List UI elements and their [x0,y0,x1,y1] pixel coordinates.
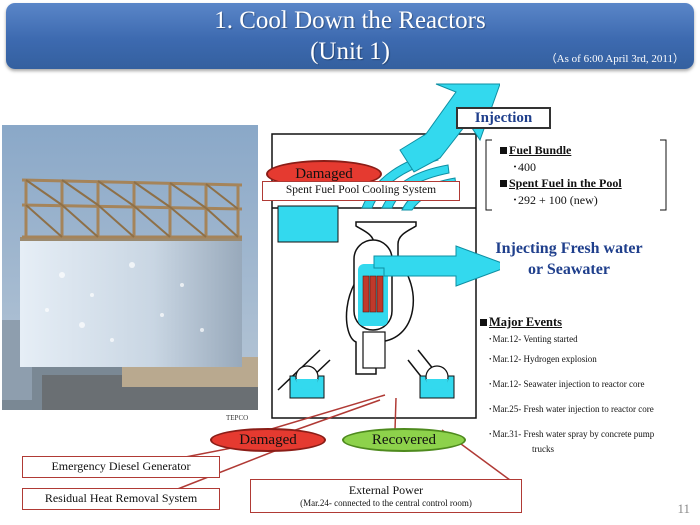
suppression-pool-right [419,365,455,399]
slide-title: 1. Cool Down the Reactors [214,7,486,34]
fuel-info: Fuel Bundle ･400 Spent Fuel in the Pool … [500,142,622,208]
external-power-note: (Mar.24- connected to the central contro… [300,498,472,508]
fuel-rods [362,275,384,313]
core-injection-arrow [373,245,500,287]
event-item: ･Mar.12- Venting started [488,334,578,344]
fuel-info-bracket [485,139,667,211]
page-number: 11 [677,501,690,516]
fuel-bundle-value: ･400 [512,159,537,174]
major-events: Major Events ･Mar.12- Venting started ･M… [480,313,654,454]
external-power-label: External Power [348,483,424,497]
fuel-bundle-heading: Fuel Bundle [509,143,572,157]
spent-fuel-pool [277,205,339,243]
event-item: ･Mar.31- Fresh water spray by concrete p… [488,429,655,439]
spent-fuel-pool-cooling-label: Spent Fuel Pool Cooling System [262,181,460,201]
reactor-building-photo [2,125,258,410]
bullet-square-icon [500,147,507,154]
spent-fuel-heading: Spent Fuel in the Pool [509,176,622,190]
major-events-heading: Major Events [489,315,563,329]
slide-subtitle: (Unit 1) [310,38,390,65]
residual-heat-removal-label: Residual Heat Removal System [22,488,220,510]
title-banner: 1. Cool Down the Reactors (Unit 1) （As o… [6,3,694,69]
event-item: ･Mar.25- Fresh water injection to reacto… [488,404,654,414]
as-of-date: （As of 6:00 April 3rd, 2011） [545,53,684,65]
injecting-water-label: Injecting Fresh water or Seawater [484,238,654,280]
emergency-diesel-generator-label: Emergency Diesel Generator [22,456,220,478]
external-power-box: External Power (Mar.24- connected to the… [250,479,522,513]
recovered-badge: Recovered [342,428,466,452]
injecting-line-1: Injecting Fresh water [495,240,643,257]
event-item: ･Mar.12- Hydrogen explosion [488,354,597,364]
event-item-continued: trucks [532,444,554,454]
damaged-badge-bottom: Damaged [210,428,326,452]
spent-fuel-value: ･292 + 100 (new) [512,192,598,207]
bullet-square-icon [480,319,487,326]
injecting-line-2: or Seawater [528,261,610,278]
photo-credit: TEPCO [226,414,249,422]
injection-label: Injection [456,107,551,129]
event-item: ･Mar.12- Seawater injection to reactor c… [488,379,645,389]
suppression-pool-left [289,365,325,399]
bullet-square-icon [500,180,507,187]
